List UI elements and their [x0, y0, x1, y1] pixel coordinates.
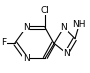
Text: F: F: [1, 38, 6, 47]
Text: Cl: Cl: [41, 6, 49, 15]
Text: N: N: [63, 49, 70, 58]
Text: N: N: [23, 54, 30, 63]
Text: N: N: [60, 23, 67, 32]
Text: N: N: [23, 23, 30, 32]
Text: NH: NH: [73, 20, 86, 29]
